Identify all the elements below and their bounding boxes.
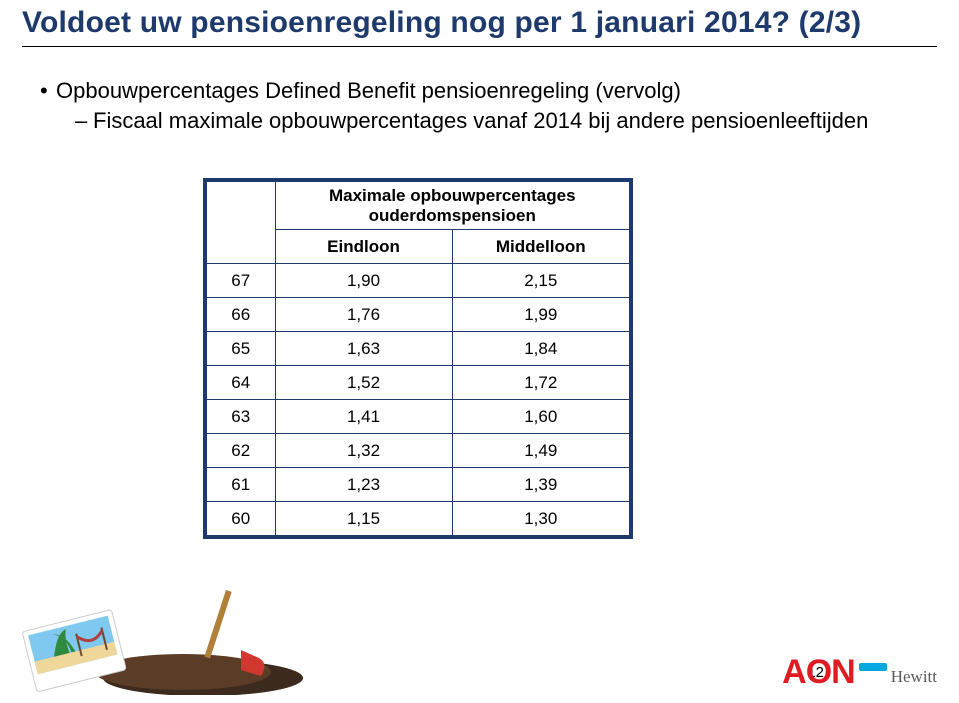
table-cell-age: 66 (207, 298, 276, 332)
title-divider (22, 46, 937, 47)
logo-aon-text: AON (782, 655, 855, 689)
table-col-a-header: Eindloon (275, 230, 452, 264)
table-row: 60 1,15 1,30 (207, 502, 630, 536)
table-cell-age: 61 (207, 468, 276, 502)
table-header-merged: Maximale opbouwpercentages ouderdomspens… (275, 182, 629, 230)
table-cell-a: 1,63 (275, 332, 452, 366)
table-cell-b: 1,39 (452, 468, 630, 502)
table-row: 63 1,41 1,60 (207, 400, 630, 434)
table-cell-a: 1,90 (275, 264, 452, 298)
bullet-1-text: Opbouwpercentages Defined Benefit pensio… (56, 78, 681, 104)
table-row: 64 1,52 1,72 (207, 366, 630, 400)
table-cell-age: 60 (207, 502, 276, 536)
bullet-level-1: • Opbouwpercentages Defined Benefit pens… (40, 78, 681, 104)
table-cell-age: 65 (207, 332, 276, 366)
table-cell-b: 1,99 (452, 298, 630, 332)
table-row: 67 1,90 2,15 (207, 264, 630, 298)
table-cell-a: 1,15 (275, 502, 452, 536)
table-cell-b: 1,72 (452, 366, 630, 400)
table-cell-age: 62 (207, 434, 276, 468)
table-row: 66 1,76 1,99 (207, 298, 630, 332)
table-cell-a: 1,41 (275, 400, 452, 434)
table-cell-age: 63 (207, 400, 276, 434)
logo-hewitt-text: Hewitt (891, 667, 937, 687)
table-header-row-1: Maximale opbouwpercentages ouderdomspens… (207, 182, 630, 230)
table-cell-b: 1,49 (452, 434, 630, 468)
bullet-dot-icon: • (40, 78, 56, 104)
bullet-level-2: –Fiscaal maximale opbouwpercentages vana… (75, 108, 899, 134)
bullet-dash-icon: – (75, 108, 93, 134)
table-header-blank (207, 182, 276, 264)
table-row: 65 1,63 1,84 (207, 332, 630, 366)
table-col-b-header: Middelloon (452, 230, 630, 264)
table-header-line2: ouderdomspensioen (369, 206, 536, 225)
bullet-2-text: Fiscaal maximale opbouwpercentages vanaf… (93, 108, 868, 133)
table-cell-b: 2,15 (452, 264, 630, 298)
table-cell-a: 1,76 (275, 298, 452, 332)
table-row: 62 1,32 1,49 (207, 434, 630, 468)
percentages-table: Maximale opbouwpercentages ouderdomspens… (203, 178, 633, 539)
table-row: 61 1,23 1,39 (207, 468, 630, 502)
table-cell-age: 64 (207, 366, 276, 400)
logo-swoosh-icon (859, 663, 887, 671)
brand-logo: AON Hewitt (782, 655, 937, 689)
decorative-beach-icon (18, 580, 318, 695)
table-cell-age: 67 (207, 264, 276, 298)
slide: Voldoet uw pensioenregeling nog per 1 ja… (0, 0, 959, 703)
table-cell-a: 1,23 (275, 468, 452, 502)
table-cell-b: 1,30 (452, 502, 630, 536)
table-cell-b: 1,60 (452, 400, 630, 434)
table-cell-b: 1,84 (452, 332, 630, 366)
table-header-line1: Maximale opbouwpercentages (329, 186, 576, 205)
slide-title: Voldoet uw pensioenregeling nog per 1 ja… (22, 6, 861, 40)
table-cell-a: 1,32 (275, 434, 452, 468)
table-cell-a: 1,52 (275, 366, 452, 400)
